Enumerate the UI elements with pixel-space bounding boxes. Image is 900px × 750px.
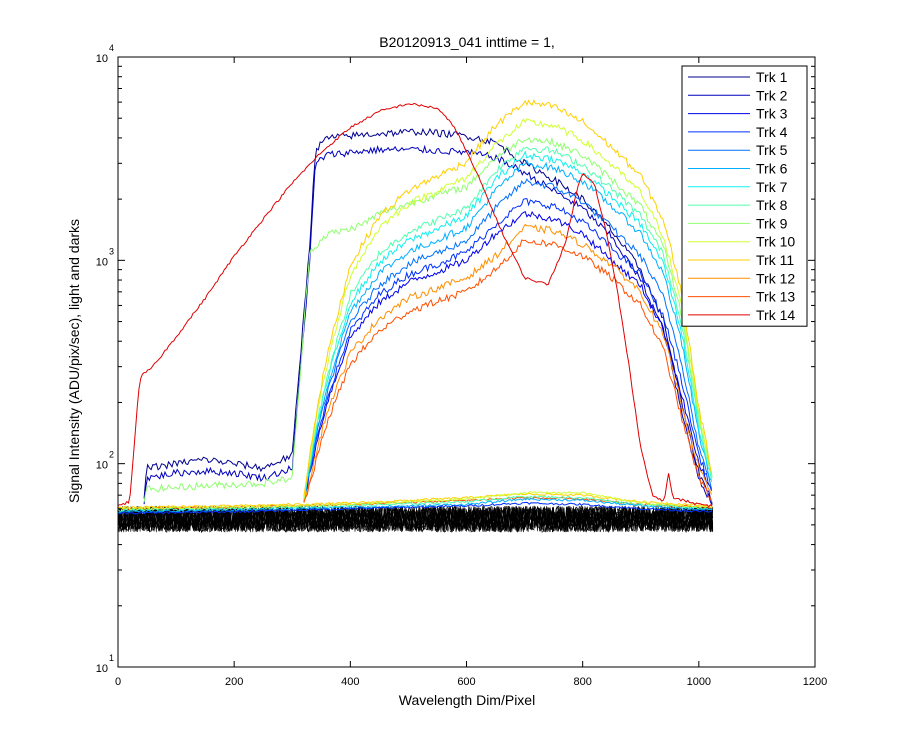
x-tick-label: 1000: [687, 676, 711, 688]
y-tick-label: 10: [96, 663, 108, 675]
y-tick-label: 10: [96, 53, 108, 65]
legend-label: Trk 13: [756, 289, 795, 305]
x-tick-label: 400: [341, 676, 359, 688]
legend-label: Trk 10: [756, 234, 795, 250]
low-level-series-line: [117, 497, 713, 514]
y-axis-label: Signal Intensity (ADU/pix/sec), light an…: [66, 219, 82, 503]
series-line: [303, 118, 713, 500]
series-line: [303, 99, 713, 496]
series-line: [303, 146, 713, 499]
legend-label: Trk 12: [756, 270, 795, 286]
legend-box: [681, 65, 808, 327]
low-level-series-line: [117, 491, 713, 511]
series-line: [303, 178, 713, 501]
legend-label: Trk 2: [756, 87, 788, 103]
legend-label: Trk 8: [756, 197, 788, 213]
legend-label: Trk 4: [756, 124, 788, 140]
series-line: [303, 150, 713, 502]
legend-label: Trk 14: [756, 307, 795, 323]
legend-label: Trk 1: [756, 69, 788, 85]
y-tick-exponent: 2: [109, 450, 114, 460]
y-tick-label: 10: [96, 256, 108, 268]
x-tick-label: 600: [457, 676, 475, 688]
y-tick-exponent: 3: [109, 246, 114, 256]
y-tick-label: 10: [96, 460, 108, 472]
series-line: [303, 239, 713, 503]
legend: Trk 1 Trk 2 Trk 3 Trk 4 Trk 5 Trk 6 Trk 7 Trk 8…: [681, 65, 808, 327]
x-tick-label: 1200: [803, 676, 827, 688]
legend-label: Trk 6: [756, 161, 788, 177]
series-line: [143, 144, 713, 506]
series-line: [303, 159, 712, 502]
x-axis-label: Wavelength Dim/Pixel: [399, 692, 535, 708]
series-line: [143, 127, 713, 504]
low-level-series-line: [117, 495, 713, 512]
legend-label: Trk 11: [756, 252, 794, 268]
x-tick-label: 200: [225, 676, 243, 688]
x-tick-label: 800: [573, 676, 591, 688]
series-line: [117, 102, 713, 508]
low-level-series-line: [117, 501, 713, 515]
legend-label: Trk 3: [756, 106, 788, 122]
dark-frame-line: [117, 505, 714, 533]
series-line: [303, 198, 712, 499]
y-tick-exponent: 1: [109, 653, 114, 663]
legend-label: Trk 7: [756, 179, 788, 195]
legend-label: Trk 9: [756, 215, 788, 231]
series-line: [303, 210, 713, 499]
chart-title: B20120913_041 inttime = 1,: [379, 34, 555, 50]
plot-area: [117, 99, 714, 534]
series-line: [143, 136, 713, 503]
legend-label: Trk 5: [756, 142, 788, 158]
x-tick-label: 0: [115, 676, 121, 688]
y-tick-exponent: 4: [109, 43, 114, 53]
